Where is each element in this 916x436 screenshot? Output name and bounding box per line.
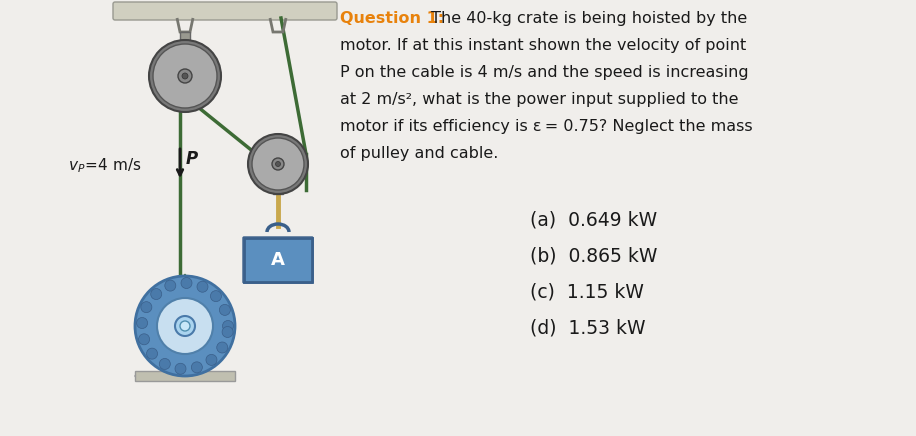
Text: A: A xyxy=(271,251,285,269)
Text: (a)  0.649 kW: (a) 0.649 kW xyxy=(530,211,657,230)
Circle shape xyxy=(181,278,192,289)
Text: (d)  1.53 kW: (d) 1.53 kW xyxy=(530,319,646,338)
Text: (c)  1.15 kW: (c) 1.15 kW xyxy=(530,283,644,302)
Circle shape xyxy=(135,276,235,376)
Circle shape xyxy=(178,69,192,83)
Text: of pulley and cable.: of pulley and cable. xyxy=(340,146,498,161)
Text: P: P xyxy=(186,150,198,168)
Circle shape xyxy=(165,280,176,291)
Bar xyxy=(244,238,312,282)
Text: motor. If at this instant shown the velocity of point: motor. If at this instant shown the velo… xyxy=(340,38,747,53)
Text: (b)  0.865 kW: (b) 0.865 kW xyxy=(530,247,658,266)
Circle shape xyxy=(175,316,195,336)
Circle shape xyxy=(252,138,304,190)
Circle shape xyxy=(180,321,190,331)
Circle shape xyxy=(248,134,308,194)
Text: at 2 m/s², what is the power input supplied to the: at 2 m/s², what is the power input suppl… xyxy=(340,92,738,107)
Bar xyxy=(180,32,190,76)
Circle shape xyxy=(211,291,222,302)
Circle shape xyxy=(276,161,280,167)
Circle shape xyxy=(222,327,233,337)
Circle shape xyxy=(149,40,221,112)
Ellipse shape xyxy=(135,371,235,381)
FancyBboxPatch shape xyxy=(113,2,337,20)
Circle shape xyxy=(272,158,284,170)
Text: motor if its efficiency is ε = 0.75? Neglect the mass: motor if its efficiency is ε = 0.75? Neg… xyxy=(340,119,753,134)
Circle shape xyxy=(223,320,234,331)
Circle shape xyxy=(217,342,228,353)
Circle shape xyxy=(136,317,147,328)
Bar xyxy=(273,164,283,194)
Circle shape xyxy=(197,281,208,292)
Circle shape xyxy=(182,73,188,79)
Circle shape xyxy=(147,348,158,359)
Circle shape xyxy=(153,44,217,108)
Circle shape xyxy=(151,289,162,300)
Circle shape xyxy=(159,358,170,369)
Circle shape xyxy=(141,302,152,313)
Circle shape xyxy=(157,298,213,354)
Text: $v_P\!=\!4$ m/s: $v_P\!=\!4$ m/s xyxy=(68,157,141,175)
Circle shape xyxy=(191,362,202,373)
Circle shape xyxy=(219,304,230,315)
Text: P on the cable is 4 m/s and the speed is increasing: P on the cable is 4 m/s and the speed is… xyxy=(340,65,748,80)
Circle shape xyxy=(206,354,217,365)
Circle shape xyxy=(138,334,149,345)
Text: Question 1:: Question 1: xyxy=(340,11,444,26)
Bar xyxy=(135,371,235,381)
Text: The 40-kg crate is being hoisted by the: The 40-kg crate is being hoisted by the xyxy=(426,11,747,26)
Circle shape xyxy=(175,363,186,374)
